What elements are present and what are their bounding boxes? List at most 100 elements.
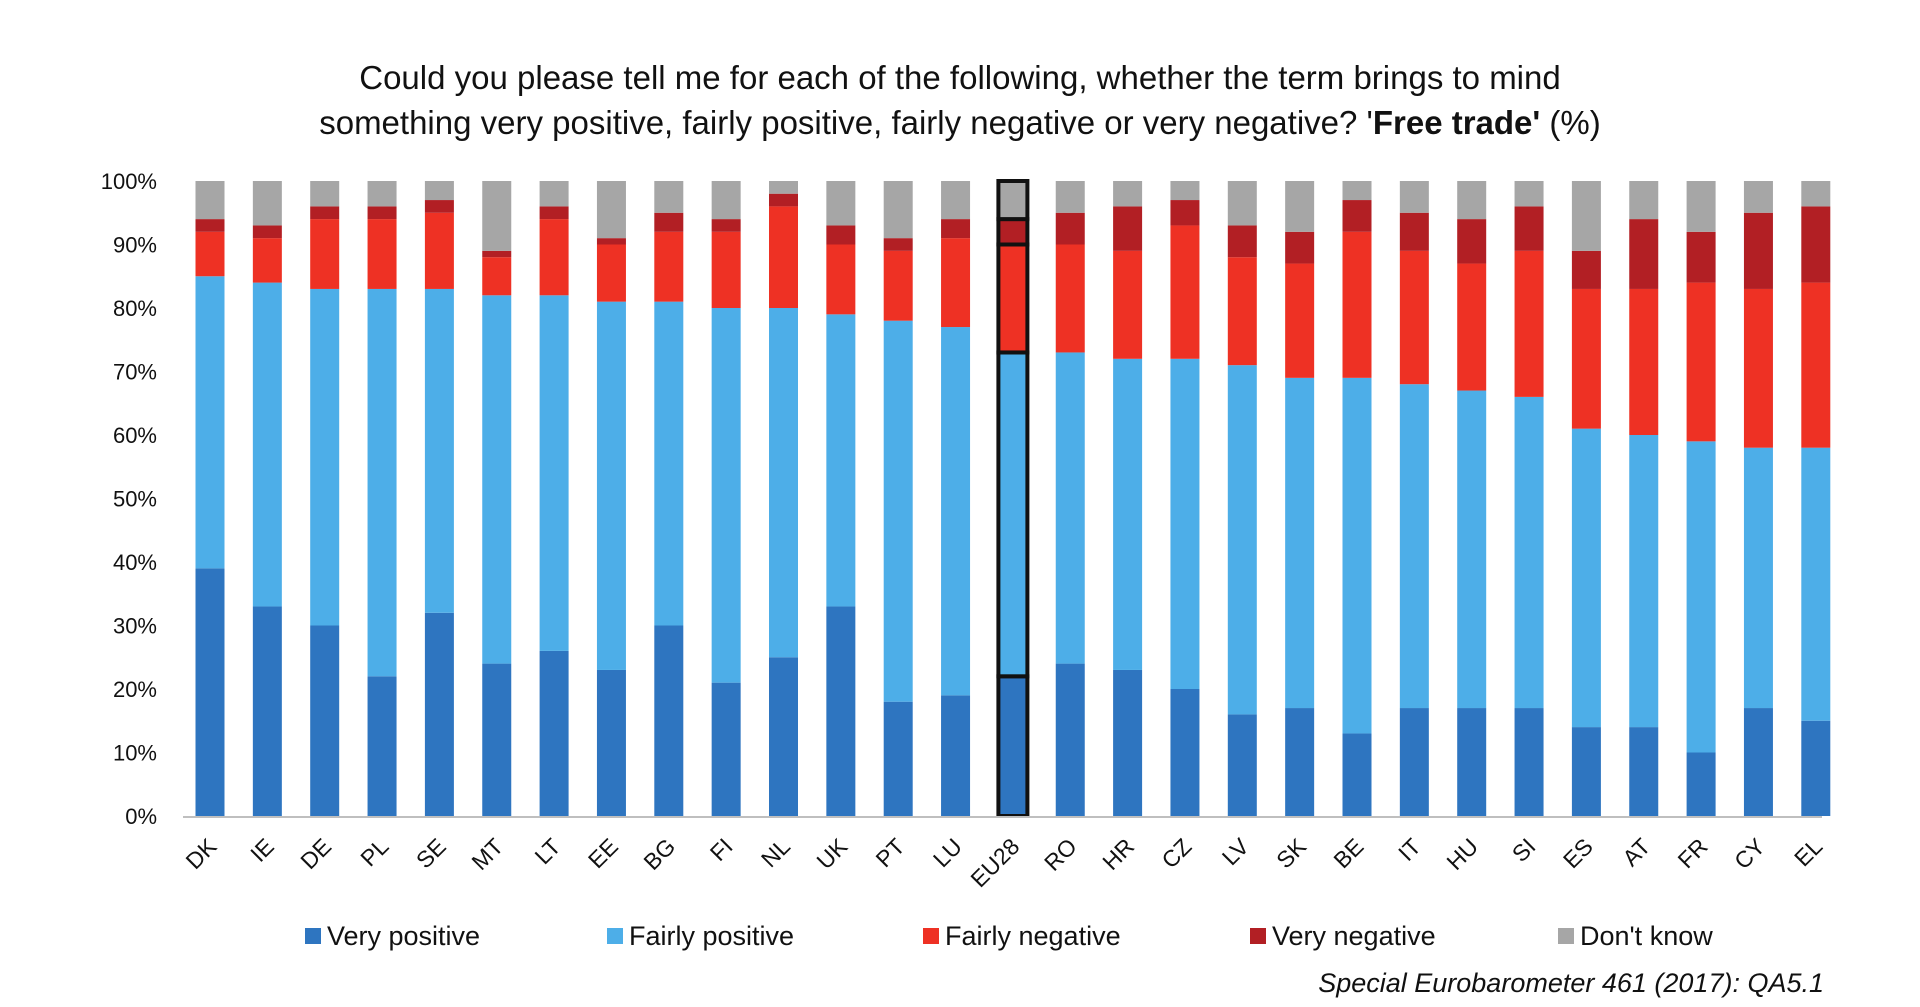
bar-segment-fairly-positive-uk xyxy=(826,314,856,607)
x-tick-label-bg: BG xyxy=(638,833,680,875)
bar-segment-very-negative-fr xyxy=(1686,231,1716,283)
x-tick-label-ie: IE xyxy=(245,833,279,867)
bar-segment-fairly-negative-ie xyxy=(252,238,282,283)
y-tick-label: 70% xyxy=(113,360,157,385)
bar-segment-don-t-know-fi xyxy=(711,181,741,220)
bar-segment-very-negative-nl xyxy=(769,193,798,207)
x-tick-label-dk: DK xyxy=(181,833,222,874)
bar-segment-fairly-positive-pt xyxy=(883,320,913,702)
bar-segment-don-t-know-cy xyxy=(1743,181,1773,213)
x-tick-label-at: AT xyxy=(1617,833,1655,871)
x-tick-label-pl: PL xyxy=(355,833,393,871)
bar-segment-very-positive-dk xyxy=(195,568,225,816)
bar-segment-very-positive-it xyxy=(1399,708,1429,816)
bar-segment-very-positive-lt xyxy=(539,650,569,816)
chart-title-line-2: something very positive, fairly positive… xyxy=(0,102,1920,144)
bar-segment-fairly-negative-pt xyxy=(883,250,913,321)
bar-segment-fairly-negative-lv xyxy=(1227,257,1257,366)
bar-segment-very-positive-ee xyxy=(596,669,626,816)
bar-segment-very-negative-es xyxy=(1571,250,1601,289)
bar-segment-fairly-positive-mt xyxy=(482,295,512,664)
legend-swatch-very-negative xyxy=(1250,928,1266,944)
bar-segment-very-negative-cz xyxy=(1170,200,1200,226)
bar-segment-don-t-know-it xyxy=(1399,181,1429,213)
bar-segment-very-positive-lu xyxy=(941,695,971,816)
source-note: Special Eurobarometer 461 (2017): QA5.1 xyxy=(1318,968,1824,998)
x-tick-label-si: SI xyxy=(1507,833,1541,867)
bar-segment-don-t-know-bg xyxy=(654,181,684,213)
bar-segment-fairly-positive-lv xyxy=(1227,365,1257,715)
bar-segment-very-positive-uk xyxy=(826,606,856,816)
legend-swatch-fairly-negative xyxy=(923,928,939,944)
bar-segment-fairly-negative-lt xyxy=(539,219,569,296)
x-tick-label-hr: HR xyxy=(1097,833,1139,875)
legend-swatch-fairly-positive xyxy=(607,928,623,944)
y-tick-label: 30% xyxy=(113,614,157,639)
x-tick-label-se: SE xyxy=(411,833,451,873)
bar-segment-don-t-know-nl xyxy=(769,181,798,194)
bar-segment-very-positive-sk xyxy=(1285,708,1315,816)
bar-segment-very-negative-ro xyxy=(1055,212,1085,245)
bar-segment-fairly-negative-ro xyxy=(1055,244,1085,353)
bar-segment-fairly-positive-de xyxy=(310,288,340,626)
bar-segment-very-negative-de xyxy=(310,206,340,220)
bar-segment-very-negative-el xyxy=(1801,206,1831,283)
bar-segment-fairly-positive-it xyxy=(1399,384,1429,709)
x-tick-label-mt: MT xyxy=(466,833,508,875)
bar-segment-very-negative-hr xyxy=(1113,206,1143,251)
x-tick-label-sk: SK xyxy=(1271,833,1312,874)
bar-segment-fairly-positive-nl xyxy=(769,308,798,658)
y-tick-label: 0% xyxy=(125,804,157,829)
x-tick-label-nl: NL xyxy=(756,833,795,872)
legend-label-fairly-negative: Fairly negative xyxy=(945,921,1121,951)
bar-segment-very-negative-it xyxy=(1399,212,1429,251)
bar-segment-fairly-negative-pl xyxy=(367,219,397,289)
x-tick-label-eu28: EU28 xyxy=(965,833,1024,892)
bar-segment-very-positive-nl xyxy=(769,657,798,816)
x-tick-label-es: ES xyxy=(1558,833,1598,873)
bar-segment-fairly-positive-ie xyxy=(252,282,282,607)
bar-segment-don-t-know-hu xyxy=(1457,181,1487,220)
chart-title-line-1: Could you please tell me for each of the… xyxy=(359,59,1561,96)
bar-segment-fairly-negative-ee xyxy=(596,244,626,302)
bar-segment-fairly-negative-es xyxy=(1571,288,1601,429)
x-tick-label-fr: FR xyxy=(1673,833,1713,873)
legend-label-very-negative: Very negative xyxy=(1272,921,1436,951)
y-tick-label: 50% xyxy=(113,487,157,512)
legend-swatch-don-t-know xyxy=(1558,928,1574,944)
x-tick-label-uk: UK xyxy=(811,833,852,874)
bar-segment-fairly-positive-sk xyxy=(1285,377,1315,709)
bar-segment-fairly-positive-be xyxy=(1342,377,1372,734)
x-tick-label-lu: LU xyxy=(928,833,967,872)
y-tick-label: 40% xyxy=(113,550,157,575)
bar-segment-fairly-positive-hu xyxy=(1457,390,1487,709)
bar-segment-don-t-know-dk xyxy=(195,181,225,220)
bar-segment-very-positive-lv xyxy=(1227,714,1257,816)
bar-segment-very-negative-dk xyxy=(195,219,225,232)
bar-segment-very-positive-se xyxy=(424,612,454,816)
bar-segment-fairly-negative-nl xyxy=(769,206,798,308)
bar-segment-fairly-negative-lu xyxy=(941,238,971,328)
y-tick-label: 60% xyxy=(113,423,157,448)
bar-segment-very-negative-at xyxy=(1629,219,1659,289)
x-tick-label-ro: RO xyxy=(1039,833,1082,876)
legend-label-fairly-positive: Fairly positive xyxy=(629,921,794,951)
bar-segment-don-t-know-lt xyxy=(539,181,569,207)
bar-segment-fairly-negative-uk xyxy=(826,244,856,315)
bar-segment-very-negative-bg xyxy=(654,212,684,232)
x-tick-label-ee: EE xyxy=(583,833,623,873)
bar-segment-don-t-know-eu28 xyxy=(996,179,1030,222)
bar-segment-fairly-positive-pl xyxy=(367,288,397,677)
bar-segment-fairly-positive-ro xyxy=(1055,352,1085,664)
bar-segment-fairly-positive-se xyxy=(424,288,454,613)
x-tick-label-cz: CZ xyxy=(1156,833,1196,873)
x-tick-label-de: DE xyxy=(295,833,336,874)
bar-segment-very-positive-mt xyxy=(482,663,512,816)
bar-segment-very-positive-si xyxy=(1514,708,1544,816)
bar-segment-fairly-positive-hr xyxy=(1113,358,1143,670)
bar-segment-don-t-know-hr xyxy=(1113,181,1143,207)
bar-segment-very-negative-se xyxy=(424,200,454,213)
bar-segment-fairly-positive-cz xyxy=(1170,358,1200,689)
